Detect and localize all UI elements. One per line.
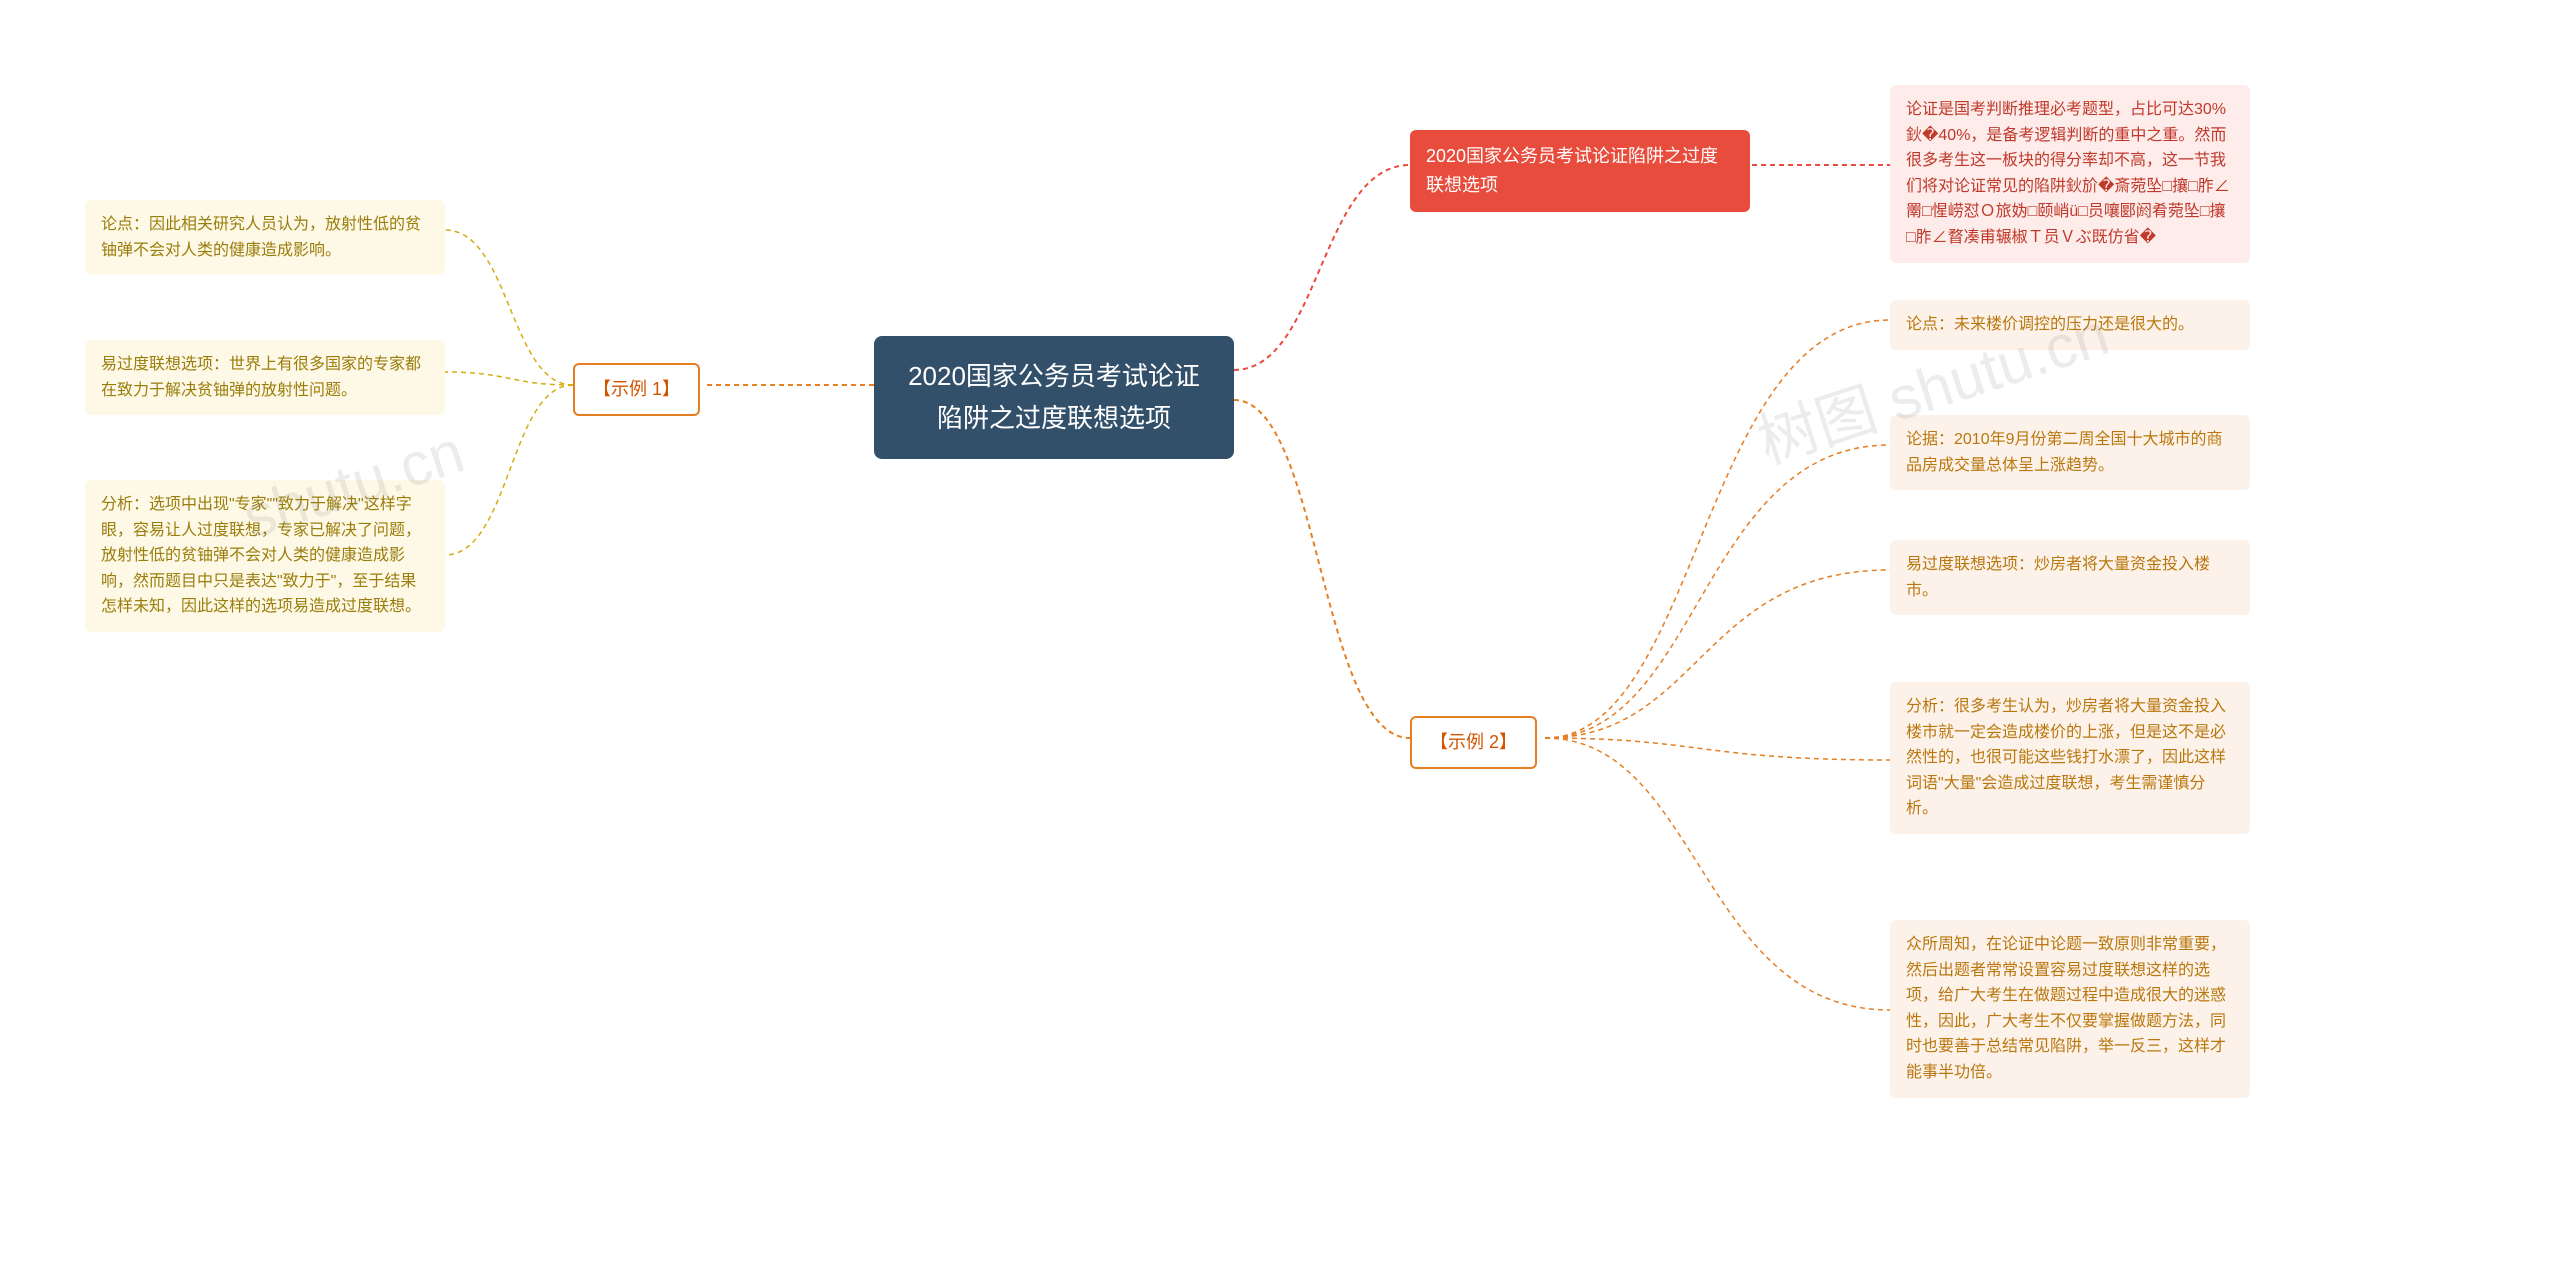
right-branch-red-leaf-text: 论证是国考判断推理必考题型，占比可达30%鈥�40%，是备考逻辑判断的重中之重。… (1906, 101, 2230, 246)
right-branch-red-leaf: 论证是国考判断推理必考题型，占比可达30%鈥�40%，是备考逻辑判断的重中之重。… (1890, 85, 2250, 263)
example-2-label: 【示例 2】 (1430, 732, 1517, 752)
example-1-leaf-2-text: 分析：选项中出现"专家""致力于解决"这样字眼，容易让人过度联想，专家已解决了问… (101, 496, 421, 615)
example-2-leaf-1-text: 论据：2010年9月份第二周全国十大城市的商品房成交量总体呈上涨趋势。 (1906, 431, 2223, 474)
example-1-leaf-2: 分析：选项中出现"专家""致力于解决"这样字眼，容易让人过度联想，专家已解决了问… (85, 480, 445, 632)
example-2-leaf-0-text: 论点：未来楼价调控的压力还是很大的。 (1906, 316, 2194, 333)
center-title-line1: 2020国家公务员考试论证 (898, 356, 1210, 398)
center-title-line2: 陷阱之过度联想选项 (898, 398, 1210, 440)
example-1-node: 【示例 1】 (573, 363, 700, 416)
example-2-leaf-0: 论点：未来楼价调控的压力还是很大的。 (1890, 300, 2250, 350)
example-1-leaf-0: 论点：因此相关研究人员认为，放射性低的贫铀弹不会对人类的健康造成影响。 (85, 200, 445, 275)
example-2-leaf-1: 论据：2010年9月份第二周全国十大城市的商品房成交量总体呈上涨趋势。 (1890, 415, 2250, 490)
example-2-leaf-2: 易过度联想选项：炒房者将大量资金投入楼市。 (1890, 540, 2250, 615)
example-2-node: 【示例 2】 (1410, 716, 1537, 769)
example-2-leaf-4: 众所周知，在论证中论题一致原则非常重要，然后出题者常常设置容易过度联想这样的选项… (1890, 920, 2250, 1098)
example-2-leaf-3-text: 分析：很多考生认为，炒房者将大量资金投入楼市就一定会造成楼价的上涨，但是这不是必… (1906, 698, 2226, 817)
example-2-leaf-4-text: 众所周知，在论证中论题一致原则非常重要，然后出题者常常设置容易过度联想这样的选项… (1906, 936, 2226, 1081)
example-1-leaf-1: 易过度联想选项：世界上有很多国家的专家都在致力于解决贫铀弹的放射性问题。 (85, 340, 445, 415)
right-branch-red-label: 2020国家公务员考试论证陷阱之过度联想选项 (1426, 146, 1718, 195)
example-1-leaf-1-text: 易过度联想选项：世界上有很多国家的专家都在致力于解决贫铀弹的放射性问题。 (101, 356, 421, 399)
example-1-label: 【示例 1】 (593, 379, 680, 399)
example-1-leaf-0-text: 论点：因此相关研究人员认为，放射性低的贫铀弹不会对人类的健康造成影响。 (101, 216, 421, 259)
center-node: 2020国家公务员考试论证 陷阱之过度联想选项 (874, 336, 1234, 459)
right-branch-red: 2020国家公务员考试论证陷阱之过度联想选项 (1410, 130, 1750, 212)
example-2-leaf-2-text: 易过度联想选项：炒房者将大量资金投入楼市。 (1906, 556, 2210, 599)
example-2-leaf-3: 分析：很多考生认为，炒房者将大量资金投入楼市就一定会造成楼价的上涨，但是这不是必… (1890, 682, 2250, 834)
